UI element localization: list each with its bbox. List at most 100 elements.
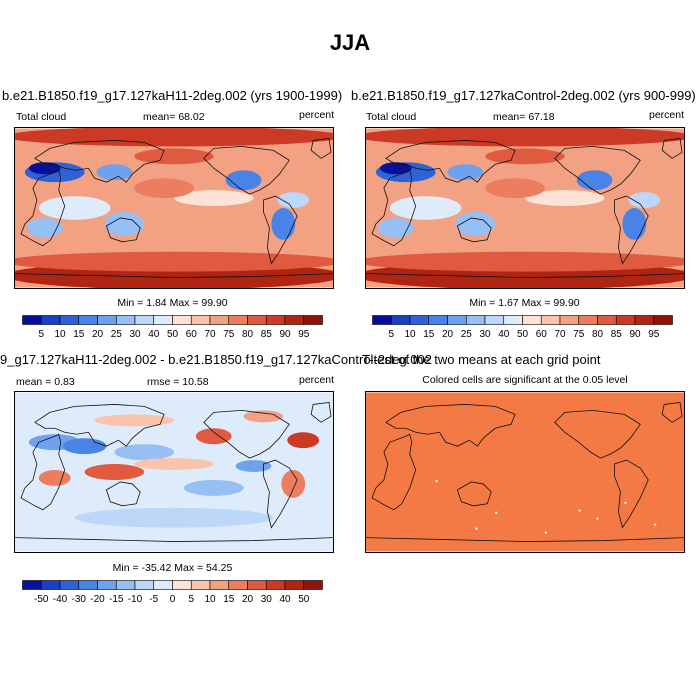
map-field-patch bbox=[195, 428, 232, 445]
panel4-map bbox=[365, 391, 685, 553]
colorbar-box bbox=[559, 315, 580, 325]
coastline bbox=[34, 140, 165, 183]
panel3-title: 9_g17.127kaH11-2deg.002 - b.e21.B1850.f1… bbox=[0, 352, 432, 367]
colorbar-tick-label: 80 bbox=[592, 329, 604, 339]
colorbar-box bbox=[615, 315, 636, 325]
colorbar-tick-label: 40 bbox=[279, 594, 291, 604]
colorbar-box bbox=[172, 315, 192, 325]
colorbar-box bbox=[97, 315, 117, 325]
colorbar-tick-label: 50 bbox=[167, 329, 179, 339]
colorbar-box bbox=[303, 580, 323, 590]
map-field-patch bbox=[84, 464, 145, 480]
coastline bbox=[15, 273, 333, 278]
colorbar-tick-label: 40 bbox=[148, 329, 160, 339]
colorbar-tick-label: 30 bbox=[261, 594, 273, 604]
map-field-patch bbox=[134, 148, 214, 165]
colorbar-box bbox=[59, 315, 80, 325]
coastline bbox=[661, 137, 683, 159]
map-field-patch bbox=[15, 251, 333, 272]
coastline bbox=[554, 409, 641, 459]
coastline bbox=[203, 409, 290, 459]
panel2-map bbox=[365, 127, 685, 289]
map-field-patch bbox=[134, 458, 214, 471]
coastline bbox=[34, 404, 165, 447]
colorbar-box bbox=[303, 315, 323, 325]
colorbar-box bbox=[265, 580, 286, 590]
colorbar-box bbox=[247, 315, 267, 325]
colorbar-tick-label: 90 bbox=[279, 329, 291, 339]
coastline bbox=[263, 459, 298, 529]
map-field-patch bbox=[15, 128, 333, 147]
map-field-patch bbox=[96, 164, 133, 181]
colorbar-box bbox=[40, 315, 61, 325]
colorbar-box bbox=[465, 315, 486, 325]
colorbar-box bbox=[284, 580, 305, 590]
coastline bbox=[105, 217, 141, 243]
map-field-patch bbox=[74, 507, 274, 528]
coastline bbox=[263, 195, 298, 265]
map-background bbox=[366, 392, 684, 552]
panel3-map bbox=[14, 391, 334, 553]
map-field-patch bbox=[134, 178, 194, 199]
panel1-mean-label: mean= 68.02 bbox=[143, 111, 205, 123]
panel3-rmse-label: rmse = 10.58 bbox=[147, 376, 209, 388]
colorbar-box bbox=[503, 315, 523, 325]
colorbar-tick-label: 25 bbox=[461, 329, 473, 339]
colorbar-tick-label: -20 bbox=[90, 594, 105, 604]
colorbar-tick-label: 30 bbox=[129, 329, 141, 339]
panel1-units-label: percent bbox=[299, 109, 335, 121]
colorbar-box bbox=[22, 315, 42, 325]
coastline bbox=[366, 537, 684, 542]
colorbar-tick-label: 80 bbox=[242, 329, 254, 339]
map-field-patch bbox=[622, 208, 647, 240]
colorbar-tick-label: 75 bbox=[223, 329, 235, 339]
panel2-minmax: Min = 1.67 Max = 99.90 bbox=[469, 297, 580, 309]
non-significant-cell bbox=[578, 509, 581, 512]
colorbar-box bbox=[172, 580, 192, 590]
colorbar-tick-label: 85 bbox=[611, 329, 623, 339]
colorbar-box bbox=[447, 315, 467, 325]
panel2-units-label: percent bbox=[649, 109, 685, 121]
panel1-minmax: Min = 1.84 Max = 99.90 bbox=[117, 297, 228, 309]
colorbar-tick-label: 5 bbox=[38, 329, 44, 339]
coastline bbox=[310, 401, 332, 423]
map-field-patch bbox=[485, 148, 565, 165]
panel3-colorbar: -50 -40 -30 -20 -15 -10 -5 0 5 10 15 20 30 40 50 bbox=[22, 580, 327, 609]
colorbar-tick-label: 20 bbox=[242, 594, 254, 604]
colorbar-tick-label: 30 bbox=[479, 329, 491, 339]
map-field-patch bbox=[377, 217, 414, 238]
colorbar-tick-label: 60 bbox=[536, 329, 548, 339]
colorbar-tick-label: 20 bbox=[92, 329, 104, 339]
coastline bbox=[385, 404, 516, 447]
colorbar-box bbox=[22, 580, 42, 590]
map-field-patch bbox=[379, 162, 412, 175]
coastline bbox=[105, 481, 141, 507]
map-field-patch bbox=[281, 470, 306, 498]
panel2-variable-label: Total cloud bbox=[366, 111, 417, 123]
coastline bbox=[554, 145, 641, 195]
colorbar-box bbox=[78, 580, 98, 590]
map-field-patch bbox=[366, 251, 684, 272]
coastline bbox=[20, 433, 66, 511]
coastline bbox=[456, 481, 492, 507]
colorbar-tick-label: -30 bbox=[72, 594, 87, 604]
colorbar-tick-label: -50 bbox=[34, 594, 49, 604]
coastline bbox=[203, 145, 290, 195]
panel1-colorbar: 5 10 15 20 25 30 40 50 60 70 75 80 85 90 95 bbox=[22, 315, 327, 344]
colorbar-tick-label: 25 bbox=[111, 329, 123, 339]
map-field-patch bbox=[174, 190, 254, 207]
panel4-subtitle: Colored cells are significant at the 0.0… bbox=[422, 374, 628, 386]
colorbar-tick-label: 40 bbox=[498, 329, 510, 339]
colorbar-tick-label: 15 bbox=[423, 329, 435, 339]
map-field-patch bbox=[389, 196, 462, 220]
colorbar-box bbox=[153, 315, 173, 325]
colorbar-tick-label: -40 bbox=[53, 594, 68, 604]
coastline bbox=[456, 217, 492, 243]
colorbar-tick-label: 75 bbox=[573, 329, 585, 339]
map-field-patch bbox=[525, 190, 605, 207]
colorbar-tick-label: 5 bbox=[188, 594, 194, 604]
coastline bbox=[20, 169, 66, 247]
colorbar-box bbox=[522, 315, 542, 325]
colorbar-box bbox=[228, 315, 248, 325]
colorbar-tick-label: 85 bbox=[261, 329, 273, 339]
